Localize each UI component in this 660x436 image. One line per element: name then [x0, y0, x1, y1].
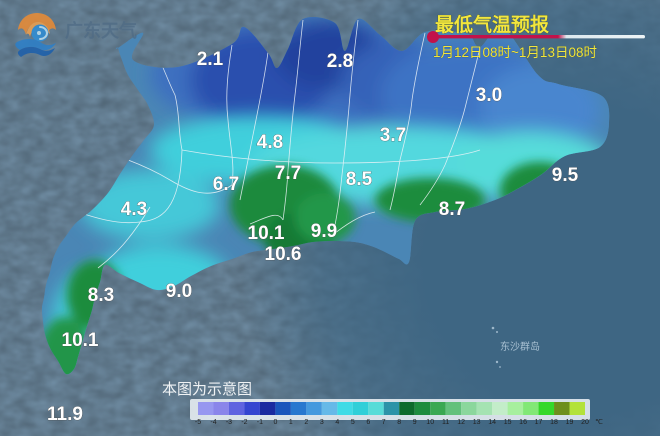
svg-text:0: 0 [273, 419, 277, 426]
svg-text:20: 20 [581, 419, 589, 426]
svg-text:9: 9 [413, 419, 417, 426]
svg-text:16: 16 [519, 419, 527, 426]
svg-text:5: 5 [351, 419, 355, 426]
svg-text:-3: -3 [226, 419, 232, 426]
svg-text:13: 13 [473, 419, 481, 426]
svg-text:6: 6 [366, 419, 370, 426]
svg-text:-1: -1 [257, 419, 263, 426]
svg-text:4: 4 [335, 419, 339, 426]
svg-text:2: 2 [304, 419, 308, 426]
svg-text:7: 7 [382, 419, 386, 426]
svg-text:-4: -4 [210, 419, 216, 426]
svg-text:℃: ℃ [595, 419, 603, 426]
svg-text:10: 10 [426, 419, 434, 426]
svg-text:19: 19 [566, 419, 574, 426]
svg-text:8: 8 [397, 419, 401, 426]
svg-text:3: 3 [320, 419, 324, 426]
svg-text:-5: -5 [195, 419, 201, 426]
svg-text:11: 11 [442, 419, 449, 426]
svg-text:18: 18 [550, 419, 558, 426]
svg-text:-2: -2 [241, 419, 247, 426]
svg-text:17: 17 [535, 419, 543, 426]
svg-text:1: 1 [289, 419, 293, 426]
svg-text:15: 15 [504, 419, 512, 426]
svg-text:14: 14 [488, 419, 496, 426]
svg-text:12: 12 [457, 419, 465, 426]
